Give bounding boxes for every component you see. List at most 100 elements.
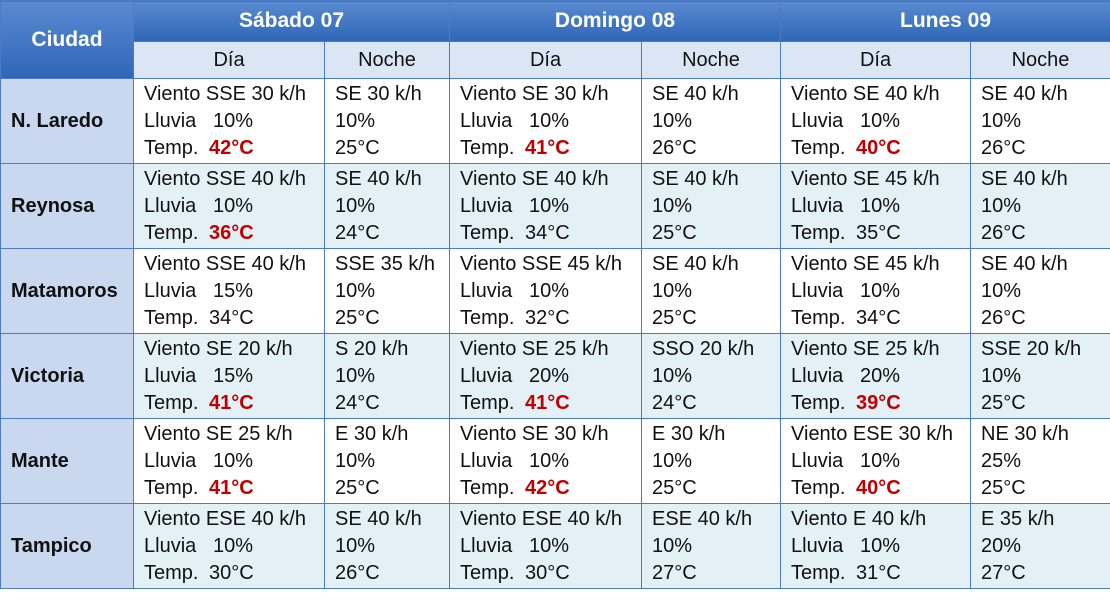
temp-value: 42°C	[525, 476, 570, 499]
night-cell: SE 40 k/h 10% 26°C	[323, 503, 451, 589]
wind: Viento E 40 k/h	[791, 507, 927, 530]
rain-value: 10%	[529, 449, 570, 472]
temp: Temp. 32°C	[460, 305, 641, 332]
temp-value: 31°C	[856, 561, 901, 584]
temp-label: Temp.	[791, 391, 846, 414]
day-subheader: Día	[449, 41, 643, 79]
rain-label: Lluvia	[460, 194, 513, 217]
wind: SE 40 k/h	[652, 82, 739, 105]
rain-value: 10%	[860, 194, 901, 217]
temp: Temp. 42°C	[144, 135, 324, 162]
temp-label: Temp.	[144, 136, 199, 159]
rain-value: 10%	[529, 534, 570, 557]
rain-value: 20%	[529, 364, 570, 387]
day-cell: Viento SE 25 k/h Lluvia 10% Temp. 41°C	[133, 418, 325, 504]
rain-label: Lluvia	[144, 449, 197, 472]
temp: Temp. 40°C	[791, 135, 970, 162]
day-cell: Viento SSE 40 k/h Lluvia 15% Temp. 34°C	[133, 248, 325, 334]
rain: 10%	[652, 108, 780, 135]
rain: Lluvia 10%	[144, 448, 324, 475]
temp-value: 41°C	[209, 476, 254, 499]
night-cell: SE 40 k/h 10% 25°C	[641, 163, 782, 249]
rain-label: Lluvia	[460, 109, 513, 132]
rain: Lluvia 10%	[791, 278, 970, 305]
wind: Viento SE 40 k/h	[791, 82, 940, 105]
temp: 24°C	[335, 220, 449, 247]
city-name: Tampico	[0, 503, 134, 589]
wind: Viento SSE 30 k/h	[144, 82, 306, 105]
night-cell: E 30 k/h 10% 25°C	[323, 418, 451, 504]
night-subheader: Noche	[641, 41, 782, 79]
temp-value: 30°C	[525, 561, 570, 584]
temp: 24°C	[652, 390, 780, 417]
city-row: Reynosa Viento SSE 40 k/h Lluvia 10% Temp. 36…	[0, 163, 1110, 249]
wind: Viento ESE 30 k/h	[791, 422, 953, 445]
header-row: Ciudad Sábado 07 Domingo 08 Lunes 09	[0, 0, 1110, 79]
temp-value: 34°C	[856, 306, 901, 329]
temp-value: 40°C	[856, 136, 901, 159]
wind: Viento SSE 40 k/h	[144, 252, 306, 275]
rain: 10%	[981, 108, 1110, 135]
rain: 10%	[335, 193, 449, 220]
rain-value: 10%	[981, 364, 1022, 387]
rain-label: Lluvia	[460, 279, 513, 302]
rain: Lluvia 15%	[144, 363, 324, 390]
temp-label: Temp.	[791, 476, 846, 499]
night-cell: E 35 k/h 20% 27°C	[970, 503, 1110, 589]
rain-value: 10%	[652, 449, 693, 472]
wind: SSE 20 k/h	[981, 337, 1082, 360]
night-cell: E 30 k/h 10% 25°C	[641, 418, 782, 504]
rain-label: Lluvia	[460, 364, 513, 387]
wind: Viento SE 25 k/h	[460, 337, 609, 360]
wind: Viento SSE 40 k/h	[144, 167, 306, 190]
city-row: Victoria Viento SE 20 k/h Lluvia 15% Temp. 41…	[0, 333, 1110, 419]
temp: Temp. 41°C	[144, 390, 324, 417]
temp-value: 27°C	[981, 561, 1026, 584]
rain: 10%	[652, 448, 780, 475]
night-cell: SE 40 k/h 10% 25°C	[641, 248, 782, 334]
temp: Temp. 40°C	[791, 475, 970, 502]
wind: Viento SE 45 k/h	[791, 252, 940, 275]
wind: S 20 k/h	[335, 337, 409, 360]
day-cell: Viento SE 25 k/h Lluvia 20% Temp. 39°C	[780, 333, 972, 419]
rain: Lluvia 10%	[144, 108, 324, 135]
temp-value: 27°C	[652, 561, 697, 584]
wind: Viento ESE 40 k/h	[460, 507, 622, 530]
rain-value: 10%	[652, 534, 693, 557]
day-cell: Viento ESE 40 k/h Lluvia 10% Temp. 30°C	[133, 503, 325, 589]
temp: Temp. 41°C	[460, 390, 641, 417]
temp-value: 25°C	[981, 391, 1026, 414]
temp-label: Temp.	[791, 306, 846, 329]
temp-label: Temp.	[791, 221, 846, 244]
rain-value: 10%	[213, 534, 254, 557]
day-cell: Viento SE 25 k/h Lluvia 20% Temp. 41°C	[449, 333, 643, 419]
city-row: Tampico Viento ESE 40 k/h Lluvia 10% Temp. 30…	[0, 503, 1110, 589]
wind: SE 40 k/h	[335, 507, 422, 530]
wind: SE 40 k/h	[981, 252, 1068, 275]
rain-value: 10%	[529, 109, 570, 132]
rain: 10%	[652, 533, 780, 560]
temp-value: 26°C	[981, 136, 1026, 159]
wind: SE 30 k/h	[335, 82, 422, 105]
rain-value: 10%	[335, 534, 376, 557]
night-cell: S 20 k/h 10% 24°C	[323, 333, 451, 419]
rain-value: 10%	[981, 279, 1022, 302]
wind: Viento SE 25 k/h	[791, 337, 940, 360]
temp: 26°C	[981, 305, 1110, 332]
temp-value: 25°C	[652, 306, 697, 329]
temp-value: 32°C	[525, 306, 570, 329]
rain-value: 25%	[981, 449, 1022, 472]
rain-label: Lluvia	[144, 194, 197, 217]
rain-value: 10%	[652, 279, 693, 302]
wind: ESE 40 k/h	[652, 507, 753, 530]
temp-label: Temp.	[144, 476, 199, 499]
wind: Viento ESE 40 k/h	[144, 507, 306, 530]
rain-label: Lluvia	[144, 109, 197, 132]
rain-label: Lluvia	[791, 194, 844, 217]
rain-value: 10%	[213, 449, 254, 472]
day-cell: Viento SE 30 k/h Lluvia 10% Temp. 42°C	[449, 418, 643, 504]
day-subheader: Día	[780, 41, 972, 79]
rain-value: 10%	[335, 109, 376, 132]
